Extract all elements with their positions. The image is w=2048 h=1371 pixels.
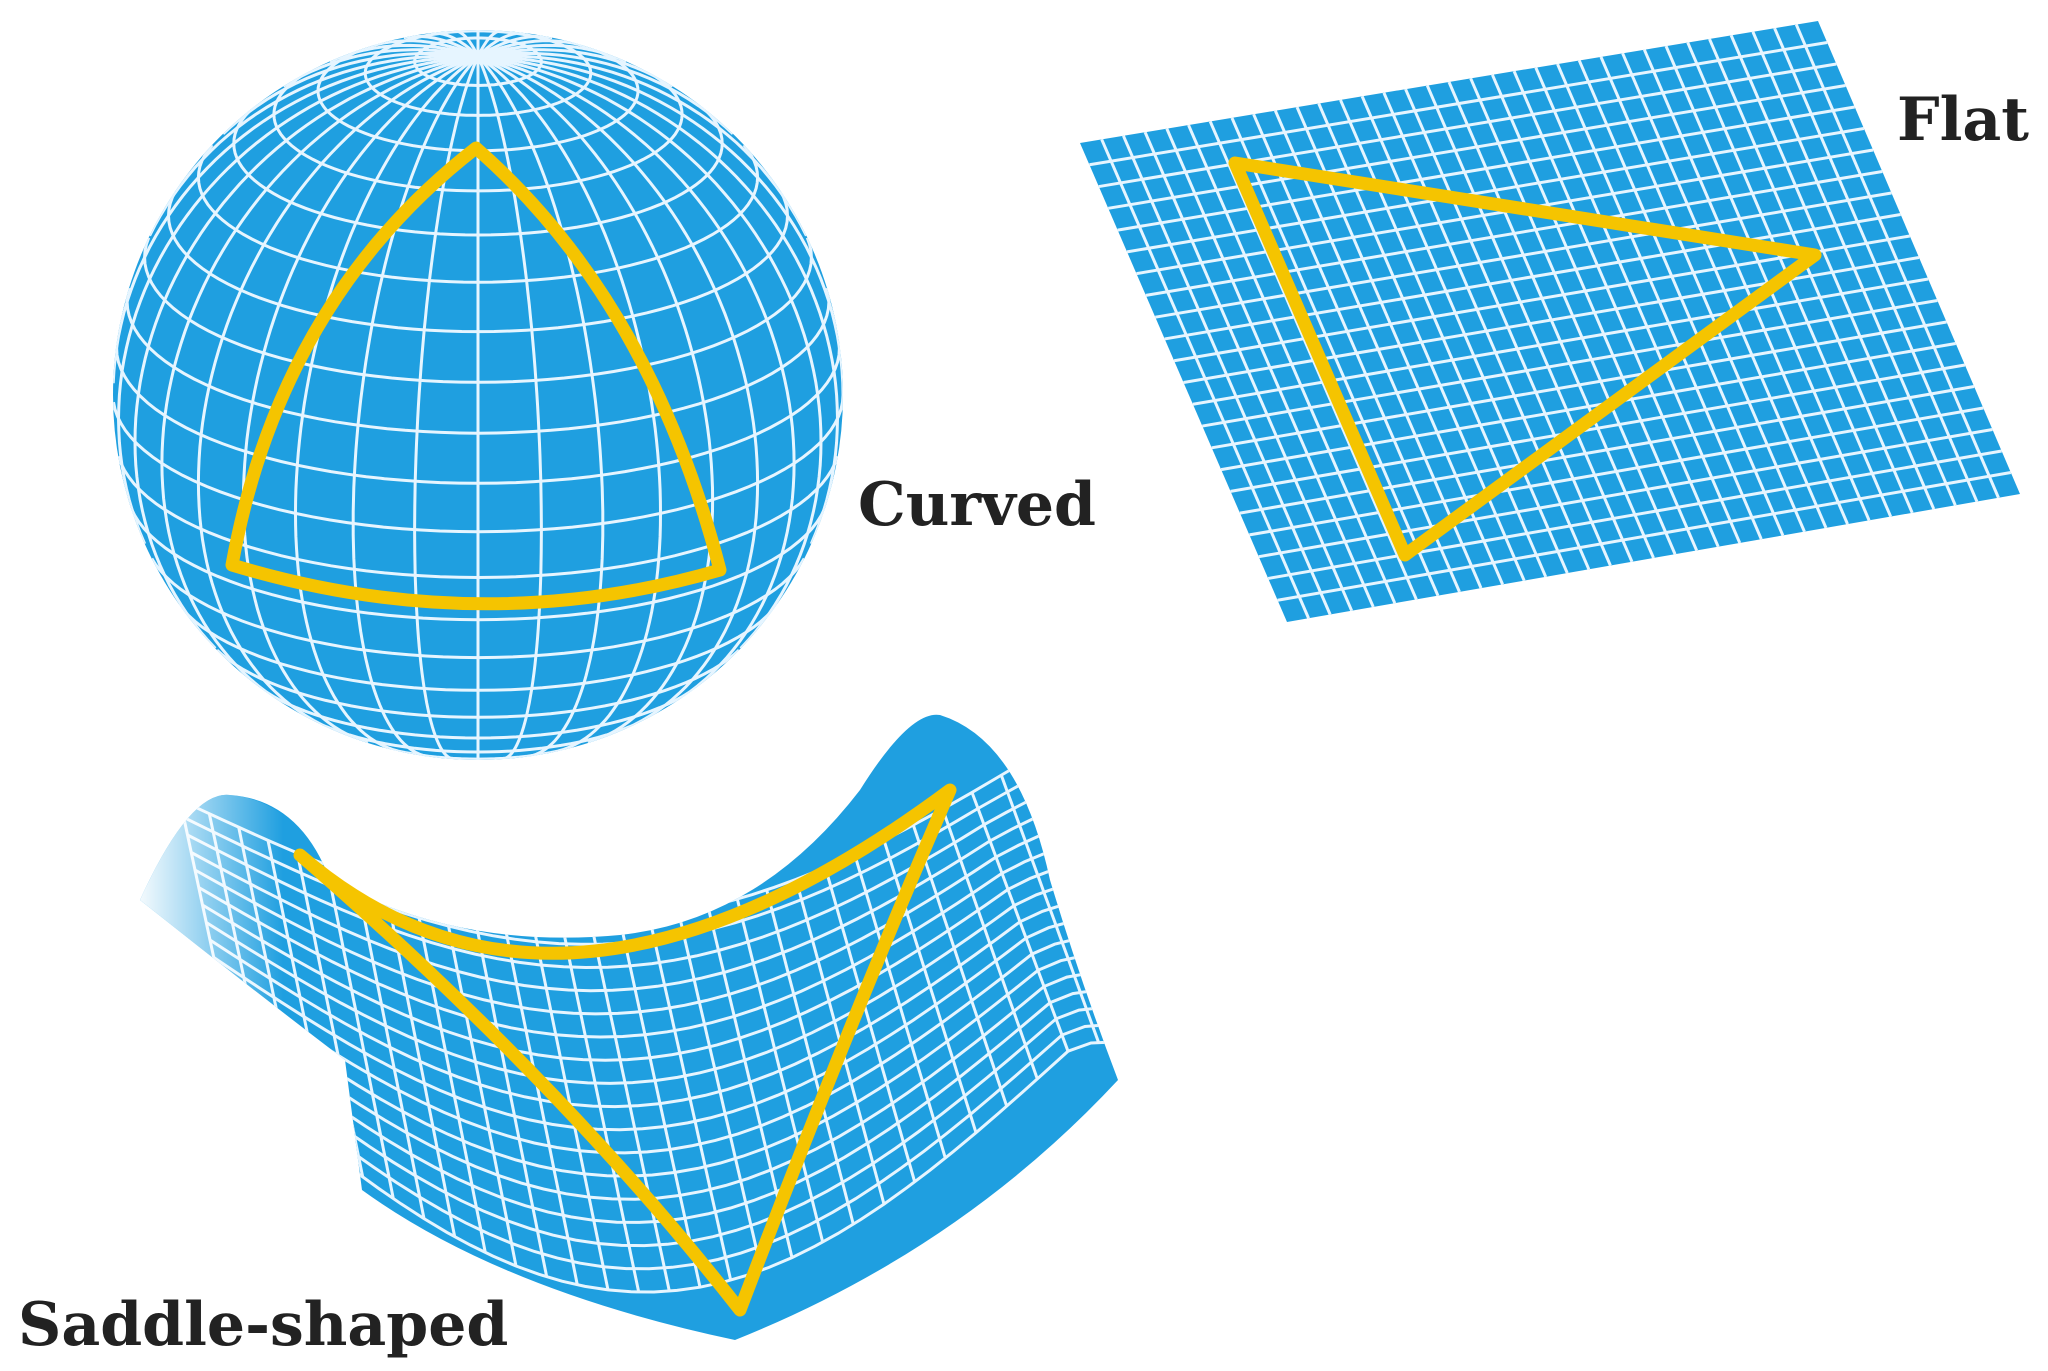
- sphere-parallel: [177, 603, 779, 692]
- plane-grid-line: [1126, 127, 1865, 254]
- flat-plane: [1080, 21, 2020, 622]
- sphere-parallel: [113, 394, 843, 534]
- sphere-meridian: [133, 55, 479, 650]
- saddle-body: [140, 714, 1118, 1340]
- sphere-meridian: [148, 54, 479, 237]
- sphere-meridian: [477, 54, 808, 237]
- sphere-parallel: [318, 722, 638, 754]
- plane-grid-line: [1089, 41, 1828, 167]
- sphere-parallel: [259, 686, 697, 740]
- sphere-parallel: [130, 508, 826, 622]
- saddle-grid-line: [201, 851, 1099, 1062]
- sphere-parallel: [216, 648, 740, 719]
- plane-grid-line: [1192, 277, 1929, 406]
- sphere-grid: [113, 30, 843, 760]
- sphere-parallel: [363, 30, 593, 117]
- plane-grid-line: [1202, 299, 1938, 428]
- plane-grid-line: [1107, 84, 1846, 210]
- sphere-parallel: [316, 40, 640, 153]
- sphere-parallel: [196, 144, 760, 284]
- label-saddle: Saddle-shaped: [18, 1290, 509, 1360]
- plane-grid-line: [1145, 170, 1883, 297]
- saddle-grid-line: [224, 963, 1118, 1201]
- plane-grid-line: [1117, 105, 1855, 232]
- sphere-meridian: [477, 51, 734, 135]
- plane-grid-line: [1220, 342, 1956, 472]
- sphere-parallel: [272, 68, 684, 193]
- sphere-surface: [113, 30, 843, 760]
- sphere-parallel: [125, 287, 831, 435]
- plane-grid-line: [1258, 428, 1993, 559]
- sphere-parallel: [413, 36, 543, 87]
- saddle-grid-line: [205, 869, 1105, 1085]
- plane-grid-line: [1267, 449, 2002, 580]
- plane-grid-line: [1277, 471, 2012, 602]
- plane-triangle: [1228, 156, 1822, 562]
- sphere-parallel: [390, 747, 566, 760]
- saddle-fade: [140, 794, 345, 1060]
- sphere-meridian: [477, 55, 843, 396]
- saddle-surface: [140, 714, 1118, 1340]
- sphere-meridian: [477, 55, 663, 753]
- sphere-meridian: [477, 39, 582, 58]
- sphere-meridian: [477, 55, 840, 545]
- sphere-meridian: [116, 55, 479, 545]
- plane-grid-line: [1164, 213, 1901, 341]
- saddle-grid-line: [220, 944, 1118, 1178]
- sphere-meridian: [222, 51, 479, 135]
- sphere-meridian: [477, 55, 796, 700]
- sphere-meridian: [241, 55, 479, 745]
- sphere-meridian: [293, 55, 479, 753]
- sphere-parallel: [115, 340, 841, 485]
- plane-grid-line: [1211, 320, 1947, 450]
- sphere-triangle: [225, 141, 727, 611]
- saddle-grid-line: [216, 926, 1118, 1155]
- plane-grid-line: [1230, 363, 1966, 493]
- sphere-parallel: [143, 237, 813, 384]
- saddle-grid-line: [198, 832, 1092, 1039]
- sphere-parallel: [150, 557, 806, 660]
- saddle-grid-line: [227, 982, 1118, 1224]
- plane-grid-line: [1155, 191, 1892, 319]
- saddle-grid-line: [212, 907, 1117, 1132]
- label-flat: Flat: [1897, 85, 2029, 155]
- plane-grid-line: [1098, 62, 1837, 189]
- sphere-meridian: [477, 55, 823, 650]
- plane-grid-line: [1239, 385, 1975, 515]
- label-curved: Curved: [858, 470, 1096, 540]
- plane-grid-line: [1249, 406, 1984, 537]
- saddle-grid-line: [209, 888, 1111, 1109]
- saddle-triangle: [293, 783, 957, 1317]
- sphere-meridian: [374, 39, 479, 58]
- sphere-parallel: [166, 190, 790, 334]
- sphere-meridian: [160, 55, 479, 700]
- sphere-meridian: [477, 55, 715, 745]
- plane-grid-line: [1183, 256, 1920, 384]
- saddle-grid-line: [239, 1038, 1118, 1294]
